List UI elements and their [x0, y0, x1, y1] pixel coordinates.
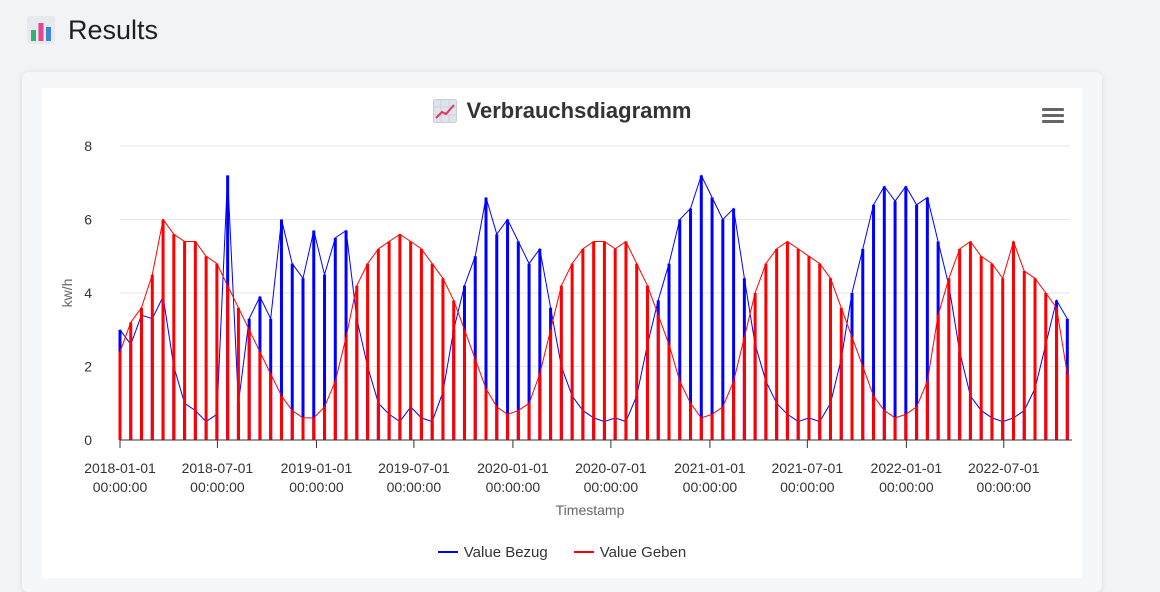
chart-increasing-emoji-icon — [432, 99, 457, 123]
x-tick-label: 2021-07-01 — [772, 460, 844, 476]
x-tick-label: 2018-07-01 — [182, 460, 254, 476]
legend-item-geben[interactable]: Value Geben — [573, 542, 687, 562]
x-tick-label-time: 00:00:00 — [387, 479, 442, 495]
x-tick-label-time: 00:00:00 — [879, 479, 934, 495]
legend-item-bezug[interactable]: Value Bezug — [437, 542, 548, 562]
bar-chart-emoji-icon — [27, 16, 55, 44]
legend-swatch-geben — [573, 551, 594, 553]
x-tick-label: 2021-01-01 — [674, 460, 746, 476]
y-tick-label: 4 — [84, 285, 92, 301]
legend-label-geben: Value Geben — [599, 543, 687, 561]
legend-label-bezug: Value Bezug — [463, 543, 548, 561]
y-tick-label: 2 — [84, 359, 92, 375]
x-tick-label: 2019-07-01 — [378, 460, 450, 476]
x-tick-label-time: 00:00:00 — [780, 479, 835, 495]
series-line — [119, 218, 1068, 419]
chart-title-row: Verbrauchsdiagramm — [42, 98, 1082, 124]
x-axis-title: Timestamp — [556, 502, 625, 518]
chart-panel: 0 2 4 6 8 2018-01-01 00:00:00 2018-07-01 00:00:0… — [42, 88, 1082, 578]
y-tick-label: 8 — [84, 138, 92, 154]
x-tick-label: 2019-01-01 — [281, 460, 353, 476]
chart-svg: 0 2 4 6 8 2018-01-01 00:00:00 2018-07-01 00:00:0… — [59, 138, 1072, 518]
x-tick-label-time: 00:00:00 — [977, 479, 1032, 495]
x-tick-label: 2020-01-01 — [477, 460, 549, 476]
chart-title: Verbrauchsdiagramm — [466, 98, 692, 123]
x-tick-label: 2020-07-01 — [575, 460, 647, 476]
y-tick-label: 0 — [84, 432, 92, 448]
x-tick-label-time: 00:00:00 — [289, 479, 344, 495]
page-title: Results — [68, 14, 159, 45]
chart-menu-button[interactable] — [1042, 108, 1064, 128]
x-tick-label-time: 00:00:00 — [683, 479, 738, 495]
page-header: Results — [26, 12, 158, 48]
series-geben — [118, 218, 1069, 440]
x-tick-label-time: 00:00:00 — [486, 479, 541, 495]
x-tick-label: 2022-07-01 — [968, 460, 1040, 476]
x-tick-label-time: 00:00:00 — [190, 479, 245, 495]
chart-legend: Value Bezug Value Geben — [42, 542, 1082, 562]
y-axis-title: kw/h — [59, 279, 75, 308]
y-tick-label: 6 — [84, 212, 92, 228]
legend-swatch-bezug — [437, 551, 458, 553]
x-tick-label: 2018-01-01 — [84, 460, 156, 476]
x-tick-label-time: 00:00:00 — [93, 479, 148, 495]
hamburger-menu-icon — [1042, 108, 1064, 111]
x-tick-label: 2022-01-01 — [871, 460, 943, 476]
x-tick-label-time: 00:00:00 — [584, 479, 639, 495]
